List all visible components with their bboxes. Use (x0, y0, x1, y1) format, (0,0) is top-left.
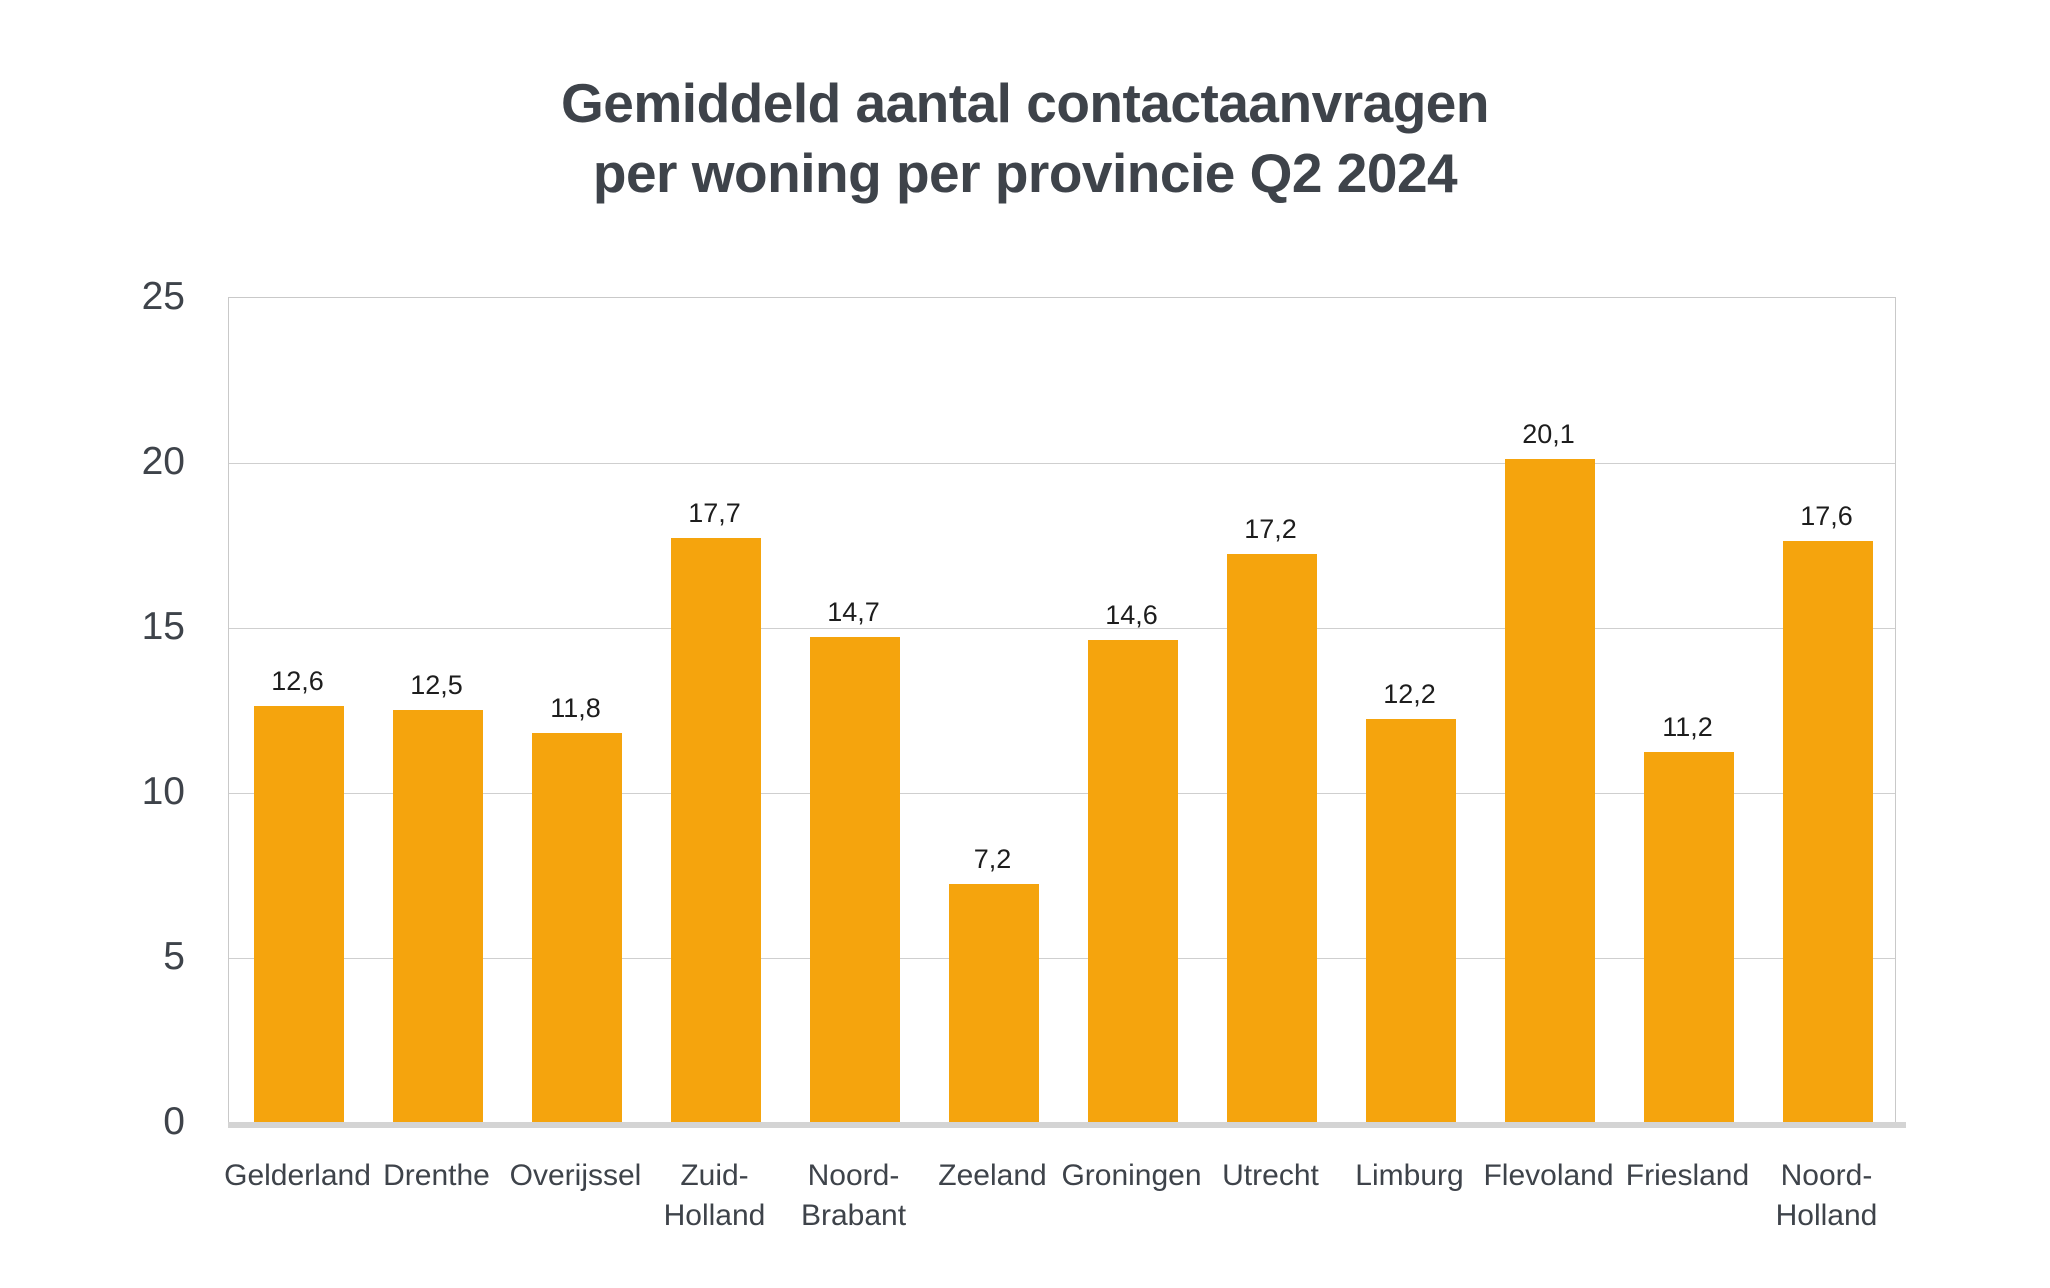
bar-utrecht (1226, 554, 1317, 1122)
gridline-10 (229, 793, 1895, 794)
x-axis-label-zeeland: Zeeland (938, 1159, 1047, 1192)
bar-value-label-gelderland: 12,6 (271, 666, 324, 697)
bar-value-label-noord-brabant: 14,7 (827, 596, 880, 627)
x-axis-label-overijssel: Overijssel (509, 1159, 642, 1192)
x-axis-label-noord-brabant: Noord- Brabant (800, 1159, 907, 1232)
bar-value-label-noord-holland: 17,6 (1800, 501, 1853, 532)
plot-area (228, 297, 1896, 1122)
bar-friesland (1643, 752, 1734, 1122)
x-axis-label-flevoland: Flevoland (1483, 1159, 1614, 1192)
bar-value-label-zuid-holland: 17,7 (688, 497, 741, 528)
bar-groningen (1087, 640, 1178, 1122)
y-tick-label-25: 25 (141, 275, 185, 318)
bar-value-label-friesland: 11,2 (1662, 712, 1713, 743)
gridline-5 (229, 958, 1895, 959)
x-axis-label-gelderland: Gelderland (224, 1159, 371, 1192)
bar-gelderland (253, 706, 344, 1122)
bar-value-label-zeeland: 7,2 (973, 844, 1012, 875)
bar-limburg (1365, 719, 1456, 1122)
x-axis-label-utrecht: Utrecht (1222, 1159, 1319, 1192)
bar-value-label-utrecht: 17,2 (1244, 514, 1297, 545)
bar-value-label-groningen: 14,6 (1105, 600, 1158, 631)
gridline-20 (229, 463, 1895, 464)
bar-noord-brabant (809, 636, 900, 1122)
bar-value-label-limburg: 12,2 (1383, 679, 1436, 710)
chart-title: Gemiddeld aantal contactaanvragen per wo… (0, 68, 2050, 209)
x-axis-line (228, 1122, 1906, 1128)
bar-overijssel (531, 732, 622, 1122)
y-tick-label-15: 15 (141, 605, 185, 648)
chart-title-line-1: Gemiddeld aantal contactaanvragen (561, 72, 1489, 134)
gridline-15 (229, 628, 1895, 629)
bar-value-label-drenthe: 12,5 (410, 669, 463, 700)
x-axis-label-drenthe: Drenthe (383, 1159, 490, 1192)
y-tick-label-20: 20 (141, 440, 185, 483)
x-axis-label-limburg: Limburg (1355, 1159, 1464, 1192)
bar-zeeland (948, 884, 1039, 1122)
x-axis-label-noord-holland: Noord- Holland (1775, 1159, 1878, 1232)
y-tick-label-10: 10 (141, 770, 185, 813)
x-axis-label-zuid-holland: Zuid- Holland (663, 1159, 766, 1232)
y-tick-label-5: 5 (163, 935, 185, 978)
bar-zuid-holland (670, 537, 761, 1122)
x-axis-label-groningen: Groningen (1061, 1159, 1202, 1192)
x-axis-label-friesland: Friesland (1625, 1159, 1750, 1192)
bar-noord-holland (1782, 541, 1873, 1122)
bar-flevoland (1504, 458, 1595, 1122)
bar-value-label-flevoland: 20,1 (1522, 418, 1575, 449)
y-tick-label-0: 0 (163, 1100, 185, 1143)
chart-title-line-2: per woning per provincie Q2 2024 (592, 142, 1458, 205)
bar-drenthe (392, 709, 483, 1122)
bar-value-label-overijssel: 11,8 (550, 692, 601, 723)
